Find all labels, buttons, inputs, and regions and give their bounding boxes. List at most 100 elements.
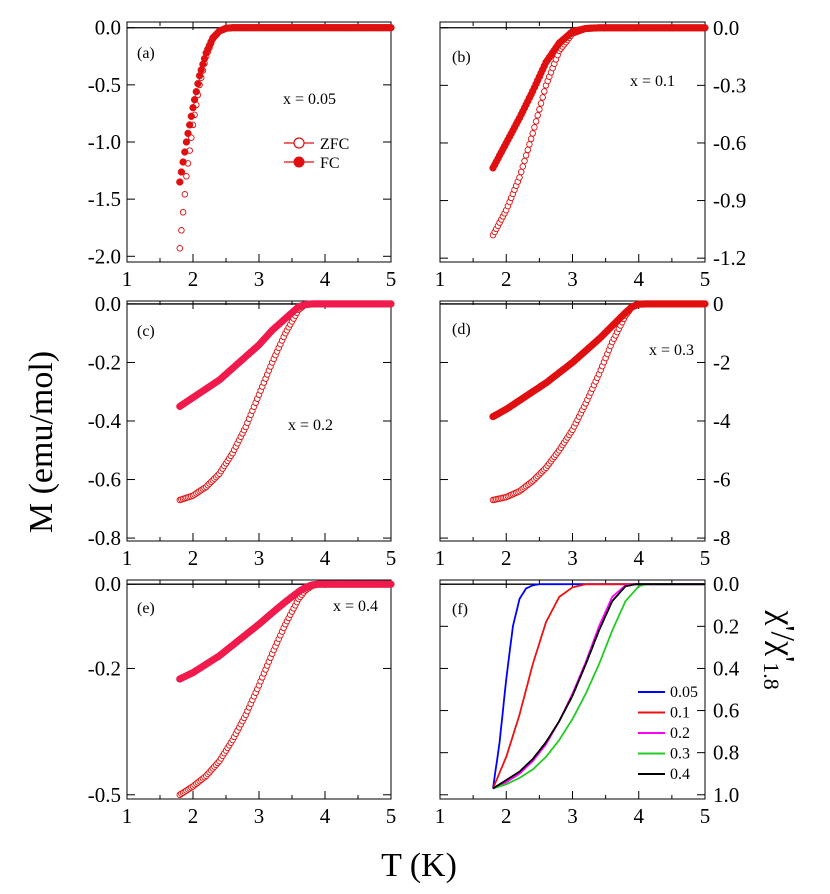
- data-point-zfc: [536, 106, 543, 113]
- y-tick-label: -2: [713, 350, 731, 374]
- series-FC: [176, 300, 395, 411]
- series-line-0.4: [492, 583, 705, 790]
- x-tick-label: 5: [386, 267, 397, 291]
- y-tick-label: -0.8: [88, 526, 121, 550]
- x-tick-label: 4: [320, 267, 331, 291]
- y-tick-label: 0.4: [713, 656, 740, 680]
- y-tick-label: -0.2: [88, 656, 121, 680]
- x-tick-label: 2: [188, 267, 199, 291]
- composition-label: x = 0.3: [649, 342, 694, 359]
- data-point-fc: [701, 24, 709, 32]
- data-point-zfc: [539, 94, 546, 101]
- series-FC: [489, 24, 709, 172]
- data-point-fc: [177, 168, 186, 176]
- y-tick-label: -0.5: [88, 73, 121, 97]
- x-tick-label: 3: [254, 546, 265, 570]
- data-point-zfc: [529, 130, 536, 137]
- legend-label: 0.4: [670, 766, 690, 783]
- y-axis-title-right-main: χ'/χ': [764, 609, 801, 662]
- legend-label: 0.1: [670, 705, 690, 722]
- legend-marker-open: [293, 137, 305, 149]
- data-point-zfc: [519, 163, 527, 170]
- data-point-zfc: [517, 168, 525, 176]
- panel-e: 1 2 3 4 5 0.0 -0.2 -0.5 (e) x = 0.4: [88, 572, 397, 828]
- data-point-zfc: [532, 118, 540, 125]
- y-axis-title-right-sub: 1.8: [759, 662, 784, 690]
- y-tick-label: -0.9: [713, 189, 746, 213]
- panel-label: (e): [137, 600, 155, 617]
- panel-f: 1 2 3 4 50.00.20.40.60.81.0(f)0.050.10.20.30…: [435, 572, 740, 828]
- y-tick-label: 0.2: [713, 614, 739, 638]
- panel-c: 1 2 3 4 5 0.0 -0.2 -0.4 -0.6 -0.8 (c) x = 0.2: [88, 292, 397, 570]
- series-ZFC: [489, 24, 709, 239]
- y-tick-label: 1.0: [713, 783, 739, 807]
- y-tick-label: 0.0: [95, 16, 121, 40]
- plot-frame: [439, 21, 706, 263]
- data-point-zfc: [176, 245, 184, 252]
- x-tick-label: 1: [435, 804, 446, 828]
- x-tick-label: 1: [435, 546, 446, 570]
- x-tick-label: 3: [254, 804, 265, 828]
- plot-frame: [126, 300, 392, 542]
- y-ticks: 0.0 -0.2 -0.4 -0.6 -0.8: [88, 292, 391, 550]
- y-axis-title-right: χ'/χ'1.8: [759, 609, 801, 689]
- x-tick-label: 4: [634, 267, 645, 291]
- x-tick-label: 2: [501, 546, 512, 570]
- panel-b: 1 2 3 4 5 0.0 -0.3 -0.6 -0.9 -1.2 (b) x = 0.1: [435, 16, 747, 291]
- legend-label: FC: [320, 155, 340, 172]
- legend-marker-filled: [293, 156, 305, 168]
- y-ticks: 0.0 -0.5 -1.0 -1.5 -2.0: [88, 16, 391, 268]
- x-tick-label: 1: [122, 267, 133, 291]
- series-FC: [489, 300, 709, 421]
- y-ticks: 0.0 0.2 0.4 0.6 0.8 1.0: [440, 572, 740, 807]
- y-tick-label: 0.0: [713, 16, 739, 40]
- data-point-fc: [701, 300, 709, 308]
- x-tick-label: 5: [386, 546, 397, 570]
- x-tick-label: 4: [634, 804, 645, 828]
- x-tick-label: 3: [254, 267, 265, 291]
- x-tick-label: 3: [567, 267, 578, 291]
- plot-frame: [439, 300, 706, 542]
- data-point-zfc: [541, 88, 548, 95]
- y-tick-label: -0.3: [713, 73, 746, 97]
- y-ticks: 0 -2 -4 -6 -8: [440, 292, 731, 550]
- y-tick-label: -0.6: [713, 131, 746, 155]
- data-point-fc: [179, 158, 187, 166]
- panel-label: (f): [452, 601, 468, 618]
- x-tick-label: 4: [634, 546, 645, 570]
- y-tick-label: -8: [713, 526, 731, 550]
- data-point-fc: [181, 148, 189, 156]
- x-tick-label: 2: [188, 804, 199, 828]
- data-point-zfc: [183, 173, 190, 180]
- legend-label: 0.05: [670, 684, 698, 701]
- x-tick-label: 5: [386, 804, 397, 828]
- y-tick-label: -1.0: [88, 130, 121, 154]
- panel-label: (b): [452, 49, 471, 66]
- data-point-zfc: [522, 152, 530, 159]
- data-point-zfc: [521, 157, 528, 165]
- y-tick-label: -4: [713, 409, 731, 433]
- data-point-zfc: [516, 174, 523, 181]
- data-point-fc: [387, 580, 395, 588]
- x-tick-label: 3: [567, 546, 578, 570]
- plot-frame: [439, 579, 706, 800]
- data-point-zfc: [537, 100, 545, 107]
- data-point-fc: [387, 300, 395, 308]
- y-ticks: 0.0 -0.3 -0.6 -0.9 -1.2: [440, 16, 746, 270]
- y-tick-label: 0.0: [713, 572, 739, 596]
- data-point-zfc: [527, 135, 535, 143]
- y-tick-label: 0.6: [713, 699, 739, 723]
- plot-frame: [126, 21, 392, 263]
- composition-label: x = 0.4: [333, 598, 378, 615]
- y-axis-title-left: M (emu/mol): [23, 351, 60, 533]
- data-point-fc: [387, 24, 395, 32]
- y-tick-label: 0: [713, 292, 724, 316]
- x-tick-label: 5: [700, 267, 711, 291]
- data-point-zfc: [534, 112, 541, 119]
- x-ticks: 1 2 3 4 5: [122, 580, 397, 828]
- x-tick-label: 2: [188, 546, 199, 570]
- panel-a: 1 2 3 4 5 0.0 -0.5 -1.0 -1.5 -2.0 (a) x = 0.05 ZFC FC: [88, 16, 397, 291]
- x-tick-label: 3: [567, 804, 578, 828]
- x-ticks: 1 2 3 4 5: [435, 580, 710, 828]
- data-point-zfc: [179, 209, 187, 216]
